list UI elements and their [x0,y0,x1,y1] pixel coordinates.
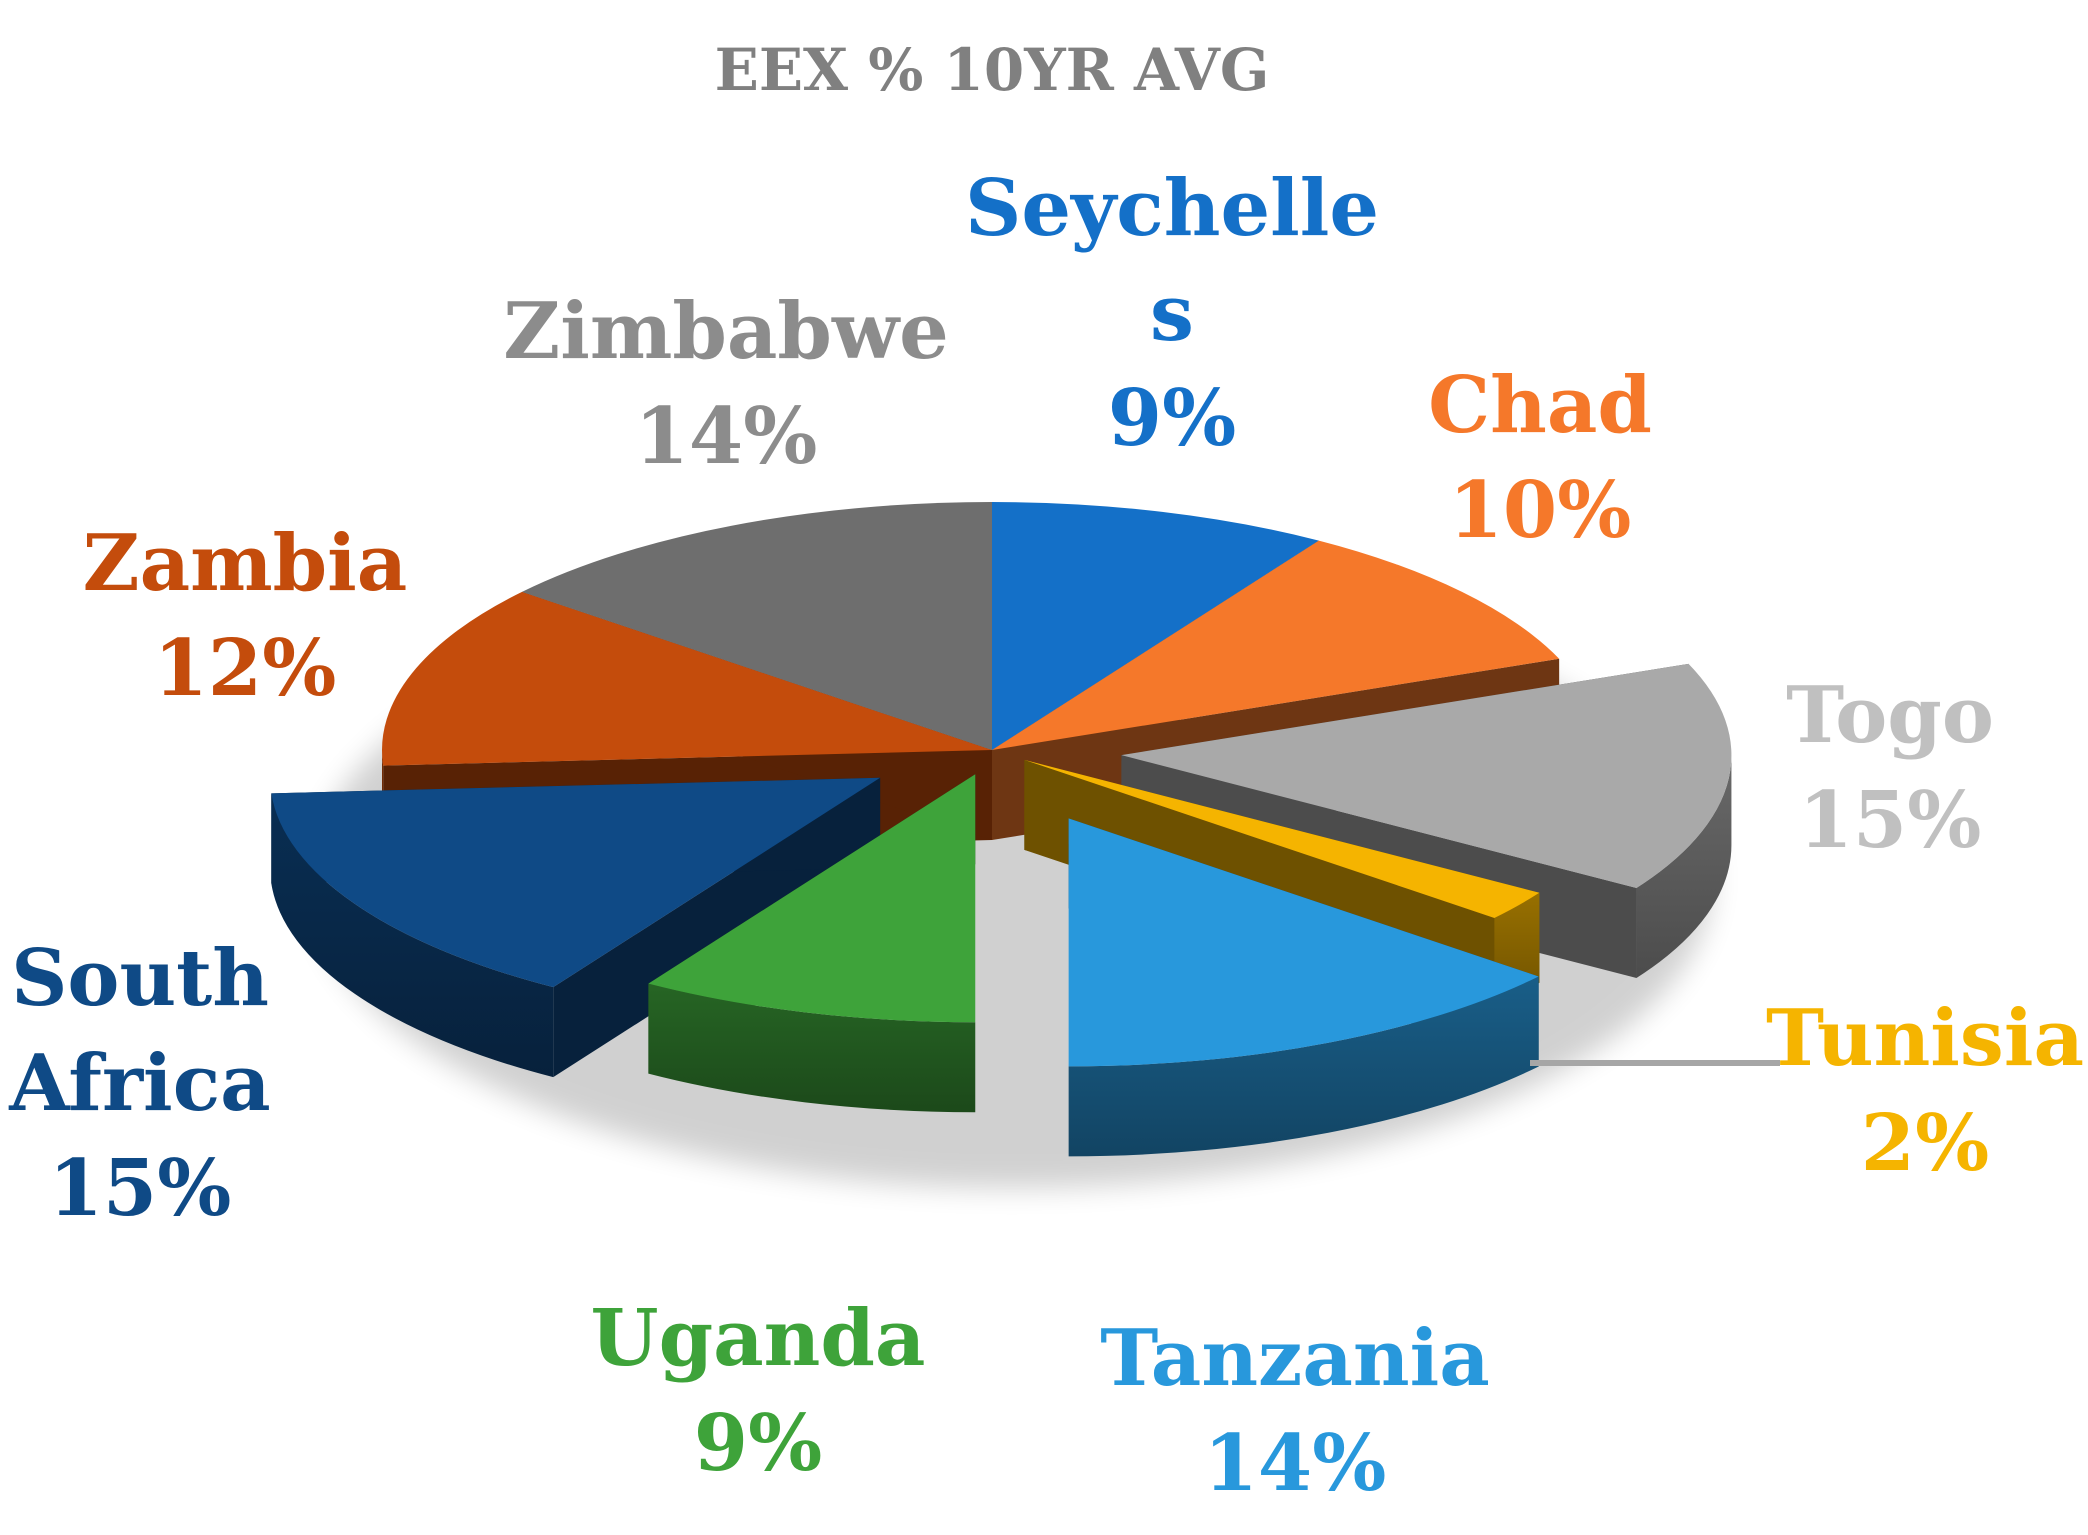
slice-label-zimbabwe: Zimbabwe 14% [503,286,949,482]
pie-slice-uganda [648,774,976,1023]
slice-name-tanzania: Tanzania [1100,1313,1490,1404]
slice-name-zimbabwe: Zimbabwe [503,286,949,377]
slice-value-chad: 10% [1449,465,1632,556]
slice-value-south-africa: 15% [49,1143,232,1234]
pie-slice-togo [1121,663,1732,889]
slice-value-tunisia: 2% [1861,1098,1989,1189]
slice-name-zambia: Zambia [83,518,408,609]
pie-slice-chad [992,540,1560,750]
pie-side-uganda-outer [648,983,976,1113]
slice-label-seychelles: Seychelle s 9% [965,163,1379,464]
pie-slice-seychelles [992,502,1319,750]
pie-slice-tops [271,502,1732,1067]
slice-name-togo: Togo [1786,670,1994,761]
slice-label-chad: Chad 10% [1428,360,1652,556]
slice-label-uganda: Uganda 9% [591,1293,926,1489]
pie-side-south-africa-outer [271,793,554,1078]
pie-side-tanzania-outer [1068,976,1539,1157]
slice-label-tanzania: Tanzania 14% [1100,1313,1490,1509]
slice-value-seychelles: 9% [1108,373,1236,464]
slice-label-tunisia: Tunisia 2% [1766,993,2084,1189]
slice-name-tunisia: Tunisia [1766,993,2084,1084]
slice-label-togo: Togo 15% [1786,670,1994,866]
slice-value-togo: 15% [1799,775,1982,866]
slice-name-seychelles: Seychelle [965,163,1379,254]
slice-value-uganda: 9% [694,1398,822,1489]
slice-name-chad: Chad [1428,360,1652,451]
pie-slice-south-africa [271,777,881,988]
slice-label-zambia: Zambia 12% [83,518,408,714]
chart-title: EEX % 10YR AVG [715,36,1270,104]
pie-slice-tanzania [1068,818,1539,1067]
slice-value-zimbabwe: 14% [635,391,818,482]
slice-value-zambia: 12% [154,623,337,714]
slice-name-uganda: Uganda [591,1293,926,1384]
slice-name-south-africa: South [11,933,269,1024]
slice-labels: Seychelle s 9% Chad 10% Togo 15% Tunisia 2% Tanza… [8,163,2084,1509]
slice-value-tanzania: 14% [1204,1418,1387,1509]
pie-side-togo-outer [1636,755,1732,979]
slice-name-south-africa: Africa [8,1038,270,1129]
slice-label-south-africa: South Africa 15% [8,933,270,1234]
pie-slice-zimbabwe [521,502,992,750]
pie-slice-zambia [382,591,992,766]
pie-slice-tunisia [1024,759,1540,918]
slice-name-seychelles: s [1150,268,1194,359]
